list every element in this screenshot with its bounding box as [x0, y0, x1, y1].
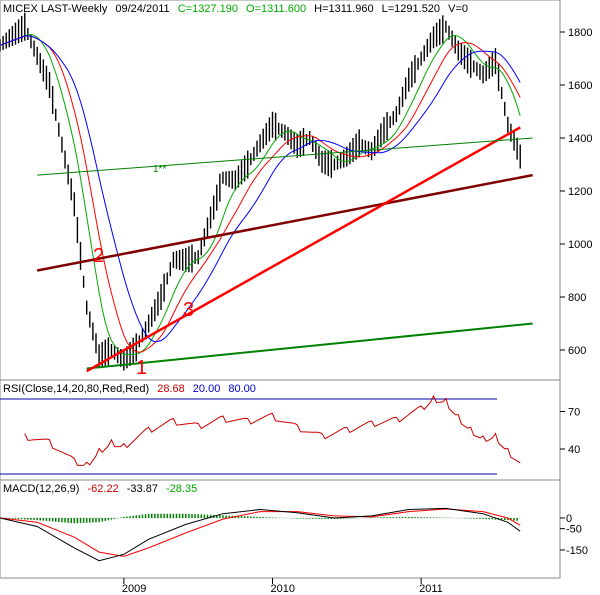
ma-blue-line — [0, 35, 521, 343]
rsi-value: 28.68 — [157, 383, 185, 395]
rsi-y-tick-label: 40 — [568, 444, 580, 456]
macd-pane — [0, 479, 561, 579]
header-date: 09/24/2011 — [115, 3, 169, 15]
price-pane — [0, 0, 561, 381]
macd-signal: -33.87 — [127, 483, 158, 495]
price-y-tick-label: 800 — [568, 292, 586, 304]
macd-layer — [0, 507, 521, 562]
trend-label-thin: 1** — [153, 164, 166, 175]
rsi-header: RSI(Close,14,20,80,Red,Red) 28.68 20.00 … — [3, 383, 256, 395]
price-layer — [0, 12, 533, 373]
macd-header: MACD(12,26,9) -62.22 -33.87 -28.35 — [3, 483, 197, 495]
header-text: MICEX LAST-Weekly 09/24/2011 C=1327.190 … — [3, 3, 468, 15]
trend-line-1 — [86, 322, 533, 370]
rsi-high: 80.00 — [228, 383, 256, 395]
x-tick-label: 2009 — [122, 583, 146, 595]
header-low: L=1291.520 — [382, 3, 440, 15]
x-tick-label: 2011 — [419, 583, 443, 595]
axes-layer: 600 800 1000 1200 1400 1600 1800 2009 2010 2011 40… — [122, 27, 593, 595]
macd-hist: -28.35 — [166, 483, 197, 495]
macd-y-tick-label: 0 — [566, 513, 572, 525]
ma-red-line — [0, 35, 521, 353]
rsi-line — [24, 394, 521, 466]
macd-y-tick-label: -150 — [566, 545, 588, 557]
rsi-low: 20.00 — [193, 383, 221, 395]
price-y-tick-label: 1800 — [568, 27, 592, 39]
rsi-y-tick-label: 70 — [568, 407, 580, 419]
trend-label-3: 3 — [183, 299, 194, 321]
rsi-pane — [0, 379, 561, 481]
macd-value: -62.22 — [87, 483, 118, 495]
trend-line-3 — [86, 126, 521, 373]
ma-green-line — [0, 33, 521, 356]
macd-label: MACD(12,26,9) — [3, 483, 79, 495]
price-y-tick-label: 1000 — [568, 239, 592, 251]
trend-line-1starstar — [37, 137, 533, 176]
header-close: C=1327.190 — [178, 3, 238, 15]
macd-line — [0, 507, 521, 562]
trend-label-2: 2 — [93, 245, 104, 267]
trend-label-1: 1 — [136, 357, 147, 379]
price-y-tick-label: 600 — [568, 345, 586, 357]
header-volume: V=0 — [448, 3, 468, 15]
x-tick-label: 2010 — [271, 583, 295, 595]
header-symbol: MICEX LAST-Weekly — [3, 3, 108, 15]
header-high: H=1311.960 — [314, 3, 373, 15]
rsi-layer — [0, 394, 521, 475]
price-y-tick-label: 1600 — [568, 80, 592, 92]
price-y-tick-label: 1200 — [568, 186, 592, 198]
macd-y-tick-label: -50 — [566, 524, 582, 536]
header-open: O=1311.600 — [246, 3, 306, 15]
price-y-tick-label: 1400 — [568, 133, 592, 145]
trend-line-2 — [36, 173, 533, 272]
rsi-label: RSI(Close,14,20,80,Red,Red) — [3, 383, 149, 395]
